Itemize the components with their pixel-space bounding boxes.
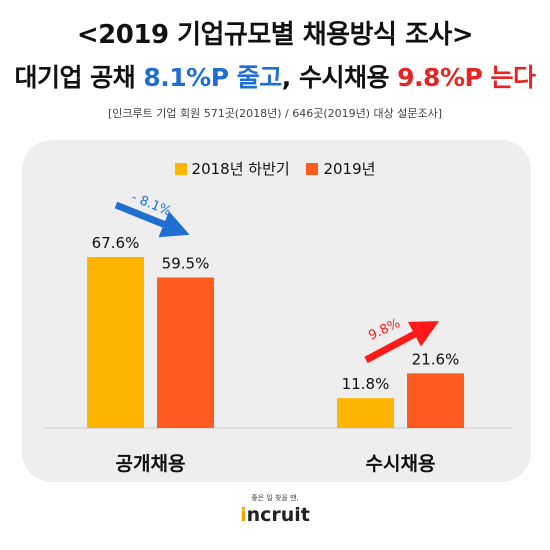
increase-arrow	[364, 321, 440, 364]
page-title: <2019 기업규모별 채용방식 조사>	[76, 20, 474, 50]
legend-label-2018: 2018년 하반기	[191, 160, 290, 178]
page-subtitle: 대기업 공채 8.1%P 줄고, 수시채용 9.8%P 는다	[0, 58, 550, 94]
subtitle-part-1: 대기업 공채	[14, 63, 144, 92]
legend-item-2019: 2019년	[306, 158, 375, 179]
survey-source-note: [인크루트 기업 회원 571곳(2018년) / 646곳(2019년) 대상…	[107, 107, 443, 120]
legend-swatch-2018	[174, 162, 187, 175]
legend-label-2019: 2019년	[323, 160, 376, 178]
subtitle-highlight-increase: 9.8%P 는다	[397, 63, 536, 92]
data-label: 59.5%	[162, 254, 210, 272]
data-label: 11.8%	[342, 375, 390, 393]
legend-item-2018: 2018년 하반기	[174, 158, 290, 179]
category-label: 수시채용	[366, 453, 436, 475]
bar-2018-open-recruitment	[87, 256, 144, 428]
logo-wordmark: incruit	[0, 504, 550, 526]
category-label: 공개채용	[116, 453, 186, 475]
bar-2019-open-recruitment	[157, 277, 214, 428]
subtitle-highlight-decrease: 8.1%P 줄고	[143, 63, 282, 92]
bar-2018-rolling-recruitment	[337, 398, 394, 428]
legend-swatch-2019	[306, 162, 319, 175]
data-label: 21.6%	[412, 350, 460, 368]
subtitle-part-2: , 수시채용	[281, 63, 398, 92]
logo-tagline: 좋은 일 찾을 땐,	[251, 494, 299, 502]
incruit-logo: 좋은 일 찾을 땐, incruit	[0, 493, 550, 526]
chart-legend: 2018년 하반기 2019년	[0, 158, 550, 179]
logo-word-rest: ncruit	[246, 504, 310, 526]
data-label: 67.6%	[92, 234, 140, 252]
logo-letter-i: i	[240, 504, 247, 526]
bar-2019-rolling-recruitment	[407, 373, 464, 428]
decrease-arrow	[114, 201, 190, 238]
